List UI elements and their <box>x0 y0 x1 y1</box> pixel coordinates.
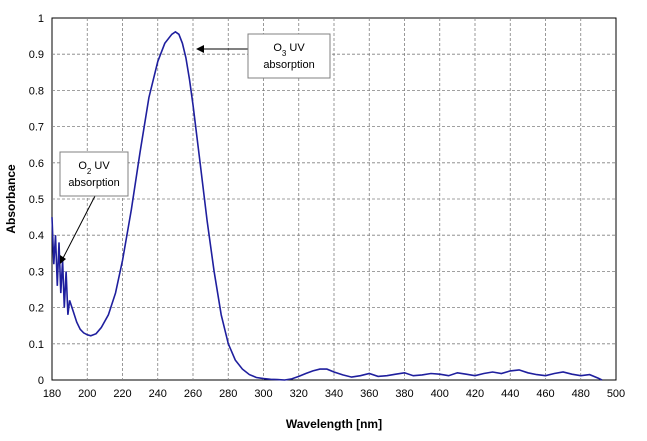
x-tick-label: 280 <box>219 388 237 400</box>
x-tick-label: 220 <box>113 388 131 400</box>
y-tick-label: 0 <box>38 375 44 387</box>
o3-annotation-label: O3 UV <box>273 42 305 58</box>
x-tick-label: 180 <box>43 388 61 400</box>
x-tick-label: 240 <box>149 388 167 400</box>
o3-annotation-arrowhead <box>196 45 204 53</box>
o2-annotation-arrow <box>60 195 96 263</box>
x-tick-label: 340 <box>325 388 343 400</box>
x-tick-label: 200 <box>78 388 96 400</box>
y-tick-label: 0.1 <box>29 339 44 351</box>
o2-annotation-label-line2: absorption <box>68 177 119 189</box>
y-axis-title: Absorbance <box>4 164 18 234</box>
y-tick-label: 0.9 <box>29 49 44 61</box>
y-tick-label: 0.7 <box>29 122 44 134</box>
y-tick-label: 1 <box>38 13 44 25</box>
x-tick-label: 500 <box>607 388 625 400</box>
x-tick-label: 400 <box>431 388 449 400</box>
x-axis-title: Wavelength [nm] <box>286 417 382 431</box>
y-tick-label: 0.6 <box>29 158 44 170</box>
y-tick-label: 0.4 <box>29 230 44 242</box>
y-tick-label: 0.8 <box>29 85 44 97</box>
x-tick-labels: 180 200 220 240 260 280 300 320 340 360 380 400 420 4… <box>43 388 625 400</box>
gridlines <box>52 18 616 380</box>
y-tick-labels: 0 0.1 0.2 0.3 0.4 0.5 0.6 0.7 0.8 0.9 1 <box>29 13 44 387</box>
y-tick-label: 0.3 <box>29 266 44 278</box>
o2-annotation-label: O2 UV <box>78 160 110 176</box>
o3-annotation-box <box>247 33 331 79</box>
x-tick-label: 360 <box>360 388 378 400</box>
x-tick-label: 320 <box>290 388 308 400</box>
o3-annotation-label-line2: absorption <box>263 59 314 71</box>
y-tick-label: 0.5 <box>29 194 44 206</box>
absorbance-series-line <box>51 30 603 381</box>
x-tick-label: 460 <box>536 388 554 400</box>
x-tick-label: 260 <box>184 388 202 400</box>
x-tick-label: 480 <box>572 388 590 400</box>
o2-annotation-box <box>59 151 129 197</box>
o2-annotation-arrowhead <box>60 255 66 264</box>
y-tick-label: 0.2 <box>29 303 44 315</box>
x-tick-label: 420 <box>466 388 484 400</box>
x-tick-label: 440 <box>501 388 519 400</box>
x-tick-label: 300 <box>254 388 272 400</box>
x-tick-label: 380 <box>395 388 413 400</box>
